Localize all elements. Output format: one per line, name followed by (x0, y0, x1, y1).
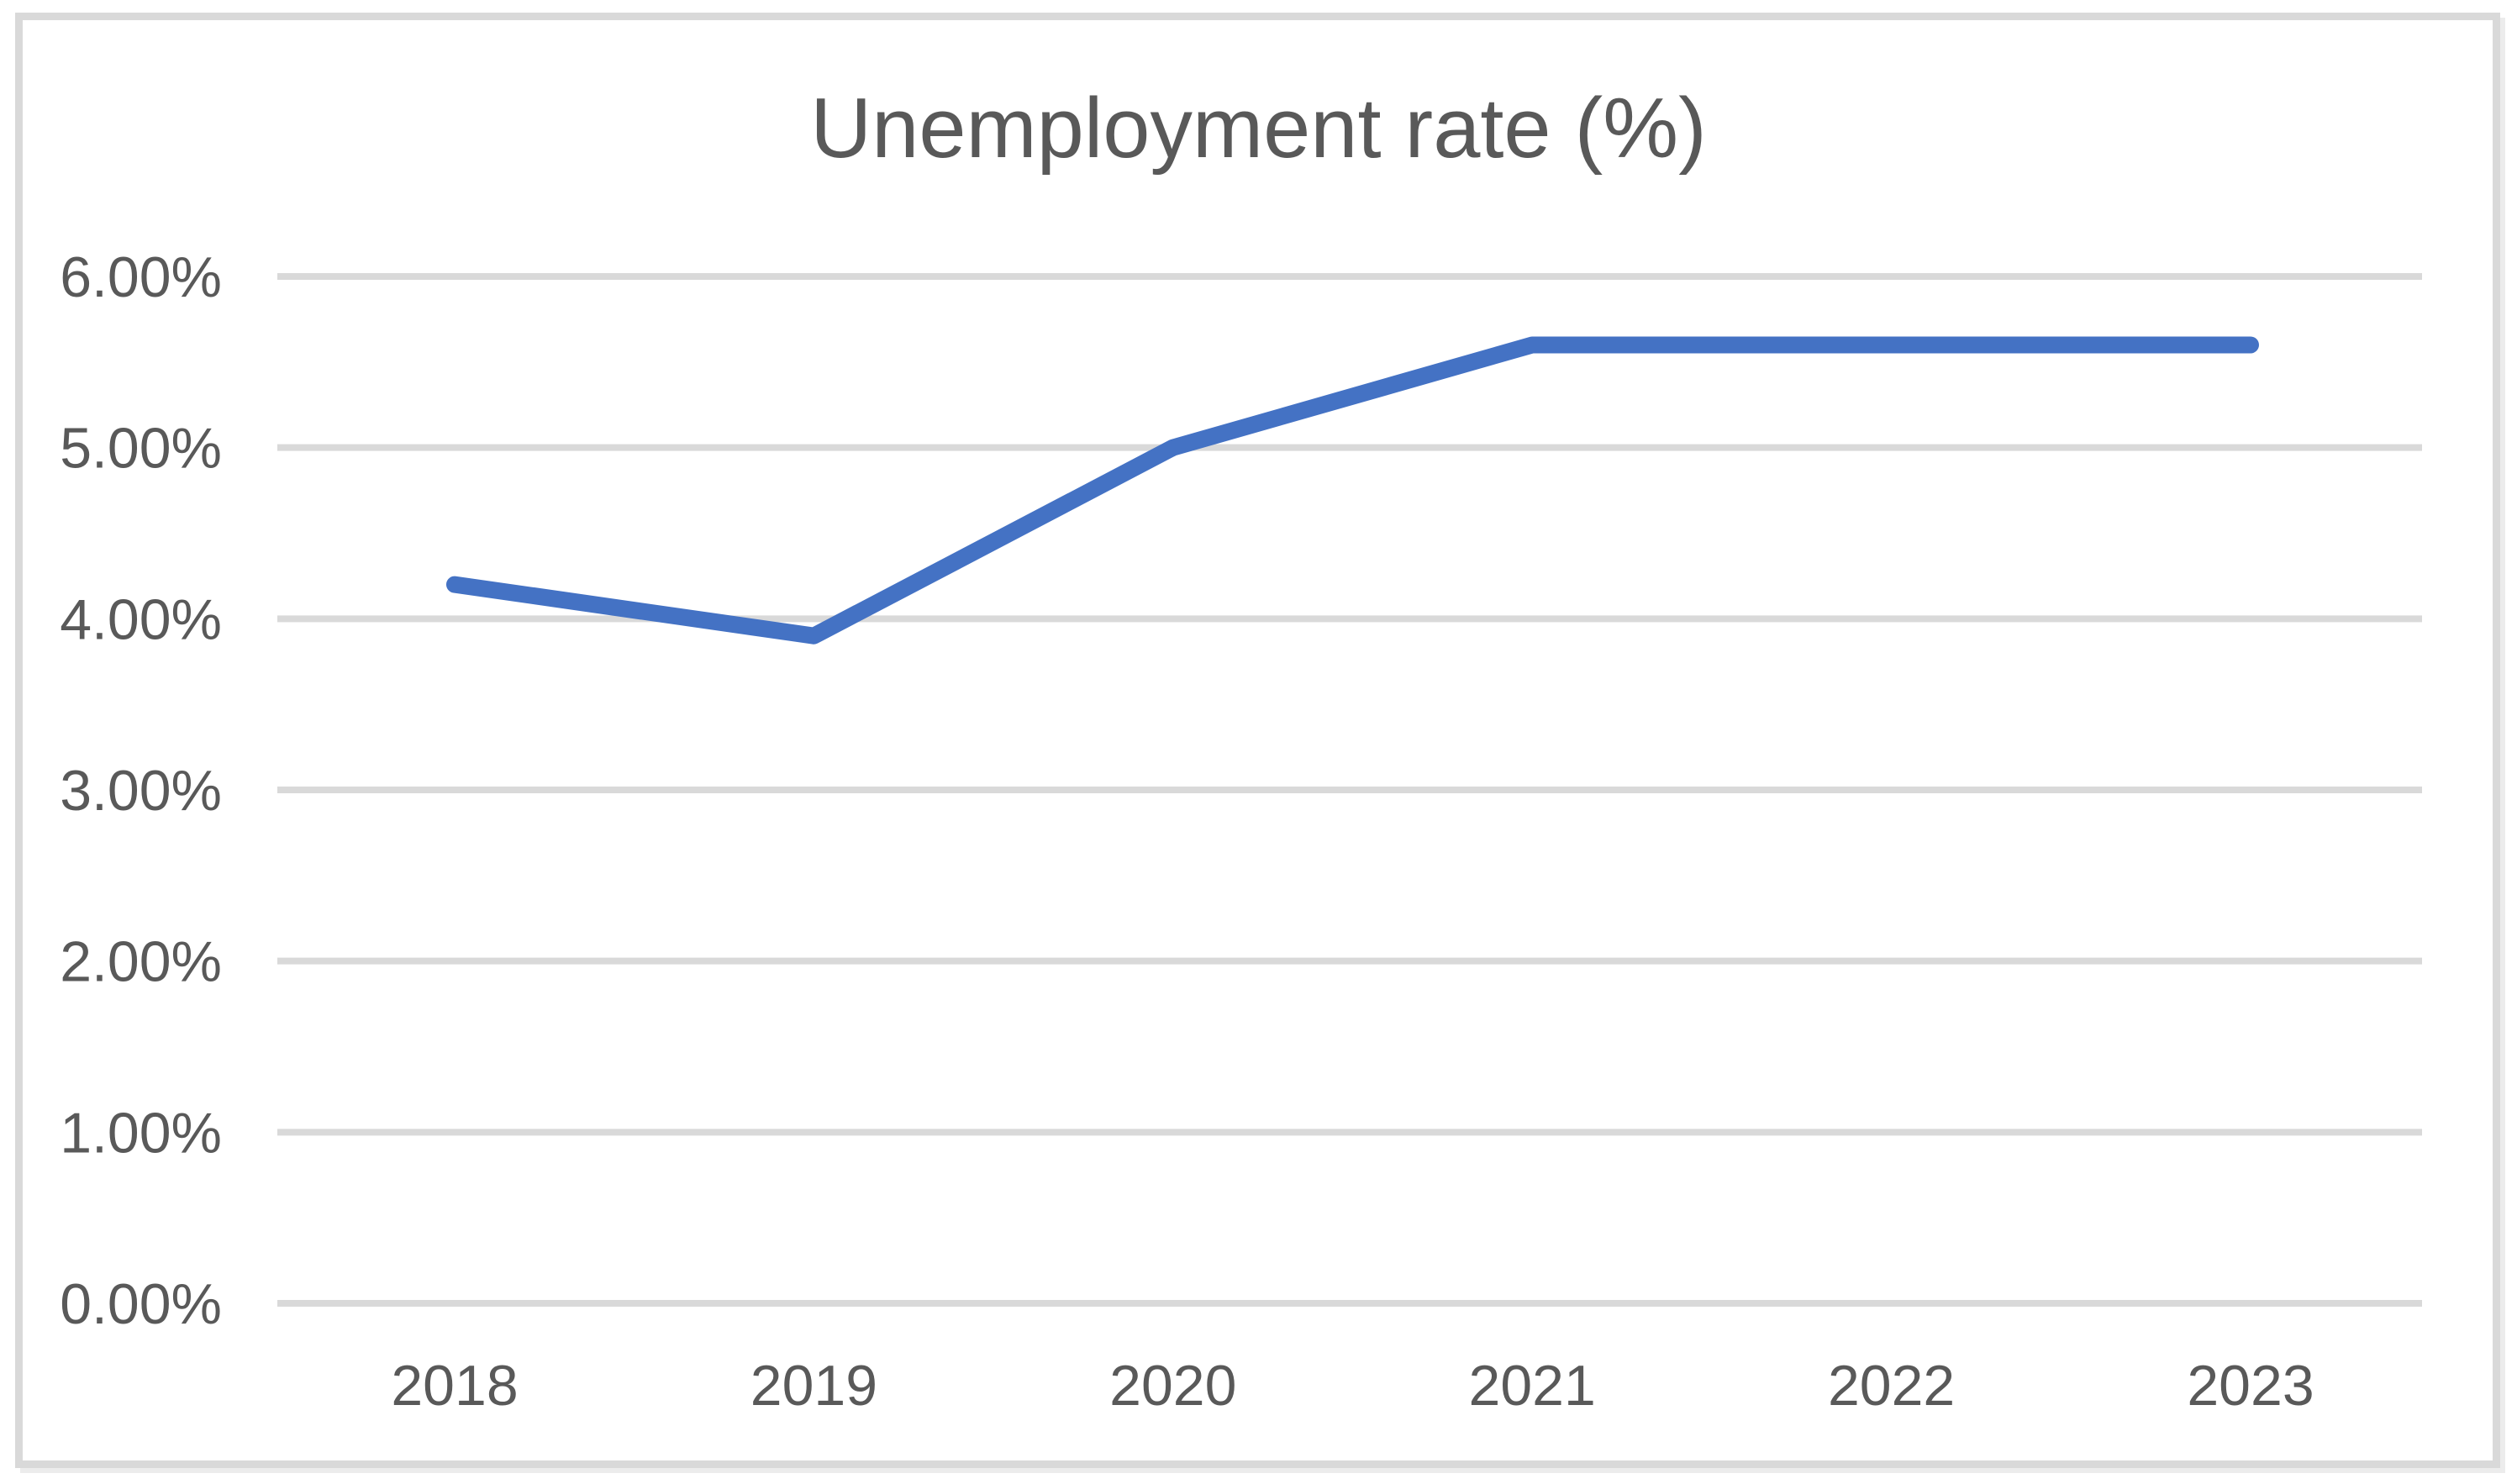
y-tick-label: 3.00% (60, 759, 222, 823)
x-tick-label: 2019 (750, 1354, 877, 1418)
x-tick-label: 2020 (1109, 1354, 1236, 1418)
y-tick-label: 2.00% (60, 930, 222, 994)
y-tick-label: 1.00% (60, 1101, 222, 1165)
gridlines-group (277, 273, 2422, 1307)
y-axis-labels-group: 0.00% 1.00% 2.00% 3.00% 4.00% 5.00% 6.00% (60, 245, 222, 1336)
x-tick-label: 2018 (391, 1354, 518, 1418)
series-line (446, 336, 2259, 645)
chart-title: Unemployment rate (%) (810, 82, 1707, 176)
x-tick-label: 2021 (1469, 1354, 1596, 1418)
chart-border-frame (15, 13, 2500, 1468)
x-tick-label: 2022 (1828, 1354, 1955, 1418)
y-tick-label: 0.00% (60, 1272, 222, 1336)
y-tick-label: 6.00% (60, 245, 222, 309)
x-tick-label: 2023 (2187, 1354, 2314, 1418)
series-layer (446, 336, 2259, 645)
y-tick-label: 4.00% (60, 587, 222, 651)
x-axis-labels-group: 2018 2019 2020 2021 2022 2023 (391, 1354, 2314, 1418)
y-tick-label: 5.00% (60, 417, 222, 481)
